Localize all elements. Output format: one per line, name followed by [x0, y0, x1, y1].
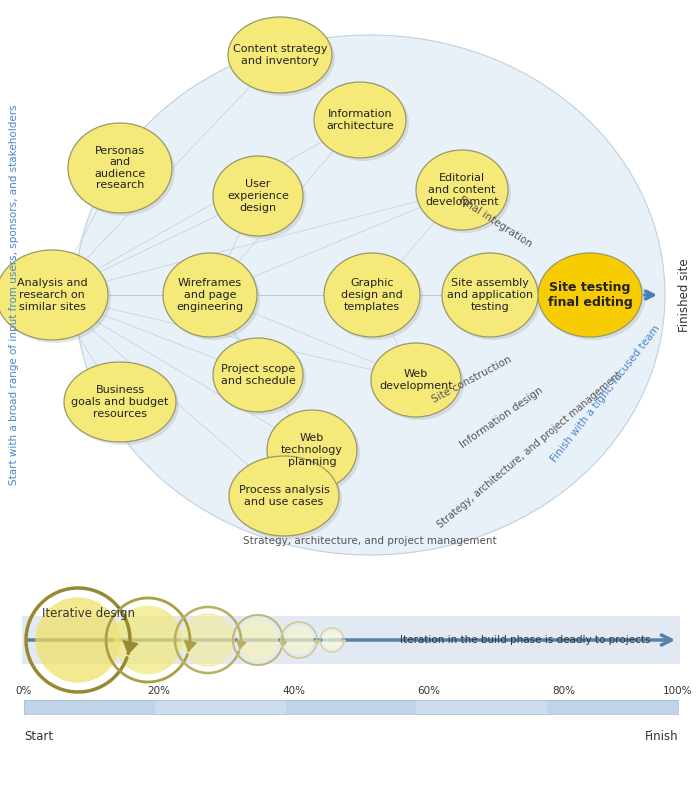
Ellipse shape [67, 365, 179, 445]
Bar [286, 700, 416, 714]
Ellipse shape [213, 338, 303, 412]
Text: Graphic
design and
templates: Graphic design and templates [341, 278, 403, 312]
Text: Business
goals and budget
resources: Business goals and budget resources [71, 385, 169, 419]
Ellipse shape [442, 253, 538, 337]
Ellipse shape [163, 253, 257, 337]
Ellipse shape [270, 413, 360, 493]
Text: Site testing
final editing: Site testing final editing [547, 281, 632, 309]
Ellipse shape [538, 253, 642, 337]
Text: User
experience
design: User experience design [227, 179, 289, 213]
Ellipse shape [327, 256, 423, 340]
FancyArrow shape [280, 641, 287, 646]
Ellipse shape [68, 123, 172, 213]
Text: 100%: 100% [664, 686, 693, 696]
FancyArrowPatch shape [27, 635, 671, 645]
FancyArrow shape [315, 640, 320, 645]
Text: 80%: 80% [552, 686, 575, 696]
Ellipse shape [216, 159, 306, 239]
FancyArrow shape [185, 641, 196, 651]
Bar [24, 700, 678, 714]
Text: Finish with a tight, focused team: Finish with a tight, focused team [550, 324, 662, 465]
Circle shape [322, 630, 342, 649]
Ellipse shape [64, 362, 176, 442]
Text: Editorial
and content
development: Editorial and content development [425, 174, 499, 207]
Circle shape [36, 597, 120, 683]
Ellipse shape [232, 459, 342, 539]
Circle shape [237, 619, 279, 661]
Text: Process analysis
and use cases: Process analysis and use cases [239, 485, 330, 507]
Ellipse shape [262, 200, 478, 390]
Ellipse shape [419, 153, 511, 233]
Ellipse shape [0, 253, 111, 343]
Ellipse shape [112, 67, 628, 523]
Ellipse shape [225, 167, 515, 423]
Ellipse shape [166, 256, 260, 340]
Text: Web
development: Web development [379, 370, 453, 391]
Ellipse shape [541, 256, 645, 340]
Ellipse shape [267, 410, 357, 490]
Circle shape [284, 625, 314, 655]
Ellipse shape [228, 17, 332, 93]
FancyArrow shape [237, 641, 246, 649]
Ellipse shape [371, 343, 461, 417]
Text: Wireframes
and page
engineering: Wireframes and page engineering [176, 278, 244, 312]
Text: Analysis and
research on
similar sites: Analysis and research on similar sites [17, 278, 88, 312]
Text: 20%: 20% [148, 686, 171, 696]
Bar [416, 700, 547, 714]
Text: Iterative design: Iterative design [42, 607, 135, 620]
Text: Start: Start [24, 730, 53, 743]
Ellipse shape [216, 341, 306, 415]
Text: Project scope
and schedule: Project scope and schedule [220, 364, 295, 386]
Text: Content strategy
and inventory: Content strategy and inventory [232, 44, 328, 66]
Circle shape [113, 606, 183, 674]
Circle shape [181, 613, 235, 667]
Ellipse shape [71, 126, 175, 216]
Ellipse shape [298, 232, 442, 358]
Text: 40%: 40% [283, 686, 305, 696]
Bar [24, 700, 155, 714]
Text: Information design: Information design [458, 385, 545, 450]
Text: Personas
and
audience
research: Personas and audience research [94, 146, 146, 190]
Ellipse shape [0, 250, 108, 340]
Text: Start with a broad range of input from users, sponsors, and stakeholders: Start with a broad range of input from u… [9, 105, 19, 485]
Text: 0%: 0% [16, 686, 32, 696]
FancyArrowPatch shape [645, 291, 653, 299]
FancyArrow shape [123, 641, 138, 653]
Ellipse shape [374, 346, 464, 420]
Ellipse shape [188, 135, 552, 455]
Ellipse shape [75, 35, 665, 555]
Ellipse shape [445, 256, 541, 340]
Ellipse shape [314, 82, 406, 158]
Ellipse shape [317, 85, 409, 161]
Ellipse shape [213, 156, 303, 236]
Ellipse shape [150, 101, 590, 489]
Ellipse shape [416, 150, 508, 230]
Text: Final integration: Final integration [456, 194, 533, 249]
Text: Iteration in the build phase is deadly to projects: Iteration in the build phase is deadly t… [400, 635, 650, 645]
Text: Strategy, architecture, and project management: Strategy, architecture, and project mana… [436, 370, 624, 531]
Ellipse shape [324, 253, 420, 337]
Text: Site construction: Site construction [430, 354, 514, 405]
Text: Finish: Finish [645, 730, 678, 743]
Text: Information
architecture: Information architecture [326, 109, 394, 131]
Text: Strategy, architecture, and project management: Strategy, architecture, and project mana… [243, 536, 497, 546]
Ellipse shape [229, 456, 339, 536]
Bar [155, 700, 286, 714]
Text: Site assembly
and application
testing: Site assembly and application testing [447, 278, 533, 312]
FancyBboxPatch shape [22, 616, 680, 664]
FancyArrow shape [342, 640, 346, 643]
Ellipse shape [231, 20, 335, 96]
Text: Web
technology
planning: Web technology planning [281, 434, 343, 466]
Bar [547, 700, 678, 714]
Text: Finished site: Finished site [678, 259, 692, 331]
Text: 60%: 60% [417, 686, 440, 696]
